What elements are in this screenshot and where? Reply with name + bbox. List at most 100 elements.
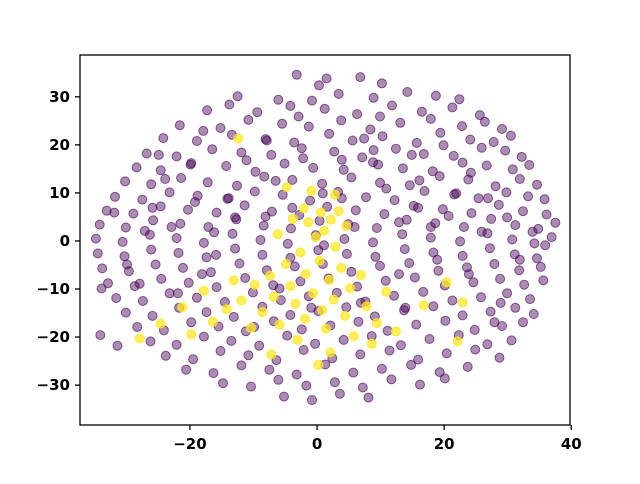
scatter-point-class-0 xyxy=(538,275,549,286)
scatter-point-class-0 xyxy=(243,114,254,125)
scatter-point-class-0 xyxy=(97,263,108,274)
scatter-point-class-0 xyxy=(171,233,182,244)
scatter-point-class-1 xyxy=(452,336,463,347)
scatter-point-class-0 xyxy=(402,87,413,97)
scatter-point-class-1 xyxy=(298,203,309,214)
scatter-point-class-0 xyxy=(435,127,446,138)
scatter-point-class-0 xyxy=(533,223,544,234)
scatter-point-class-0 xyxy=(282,330,293,341)
scatter-point-class-1 xyxy=(333,206,344,217)
scatter-point-class-0 xyxy=(234,258,245,269)
scatter-point-class-0 xyxy=(144,229,155,240)
scatter-point-class-0 xyxy=(291,369,302,380)
scatter-point-class-0 xyxy=(188,354,199,365)
scatter-point-class-0 xyxy=(306,302,317,313)
scatter-point-class-0 xyxy=(387,100,397,111)
scatter-point-class-0 xyxy=(519,279,530,290)
scatter-point-class-0 xyxy=(270,175,281,186)
scatter-point-class-0 xyxy=(198,331,209,342)
scatter-point-class-0 xyxy=(451,188,462,199)
scatter-point-class-0 xyxy=(346,172,357,183)
scatter-point-class-1 xyxy=(186,329,197,340)
scatter-point-class-0 xyxy=(502,288,513,299)
scatter-point-class-0 xyxy=(501,187,512,198)
scatter-point-class-0 xyxy=(171,151,182,162)
scatter-point-class-0 xyxy=(321,73,332,84)
scatter-point-class-0 xyxy=(317,178,328,189)
scatter-point-class-0 xyxy=(258,220,269,231)
scatter-point-class-0 xyxy=(112,340,123,351)
scatter-point-class-0 xyxy=(279,391,289,402)
scatter-point-class-0 xyxy=(495,273,506,284)
scatter-point-class-0 xyxy=(308,162,319,173)
scatter-point-class-0 xyxy=(202,105,213,116)
scatter-point-class-0 xyxy=(153,149,164,160)
scatter-point-class-0 xyxy=(381,183,392,194)
scatter-point-class-0 xyxy=(198,125,209,136)
scatter-point-class-1 xyxy=(303,217,314,228)
scatter-point-class-1 xyxy=(292,334,303,345)
scatter-point-class-0 xyxy=(274,283,285,294)
scatter-point-class-0 xyxy=(209,227,220,238)
scatter-point-class-1 xyxy=(319,225,329,236)
scatter-point-class-1 xyxy=(295,247,306,258)
scatter-point-class-0 xyxy=(506,335,517,346)
scatter-point-class-0 xyxy=(488,137,499,147)
x-tick-label: 40 xyxy=(561,435,582,453)
scatter-point-class-0 xyxy=(336,154,347,165)
scatter-point-class-0 xyxy=(232,91,243,102)
scatter-point-class-0 xyxy=(259,171,270,182)
scatter-point-class-0 xyxy=(183,204,193,215)
scatter-point-class-1 xyxy=(236,295,247,306)
scatter-point-class-0 xyxy=(349,222,360,232)
scatter-point-class-1 xyxy=(321,323,331,334)
scatter-point-class-0 xyxy=(207,144,218,155)
scatter-point-class-0 xyxy=(215,346,226,356)
scatter-point-class-0 xyxy=(425,232,436,243)
scatter-point-class-0 xyxy=(406,149,417,160)
scatter-point-class-0 xyxy=(298,153,309,164)
scatter-point-class-1 xyxy=(336,262,347,273)
scatter-point-class-0 xyxy=(441,348,452,359)
scatter-point-class-1 xyxy=(366,338,377,349)
scatter-point-class-0 xyxy=(466,208,477,219)
scatter-point-class-0 xyxy=(341,302,352,313)
scatter-point-class-0 xyxy=(495,297,506,308)
scatter-point-class-0 xyxy=(303,121,314,132)
scatter-point-class-0 xyxy=(317,188,328,199)
scatter-point-class-0 xyxy=(457,157,468,168)
scatter-point-class-0 xyxy=(482,339,493,350)
scatter-point-class-0 xyxy=(211,207,222,218)
scatter-point-class-0 xyxy=(338,334,349,345)
scatter-point-class-0 xyxy=(514,254,525,265)
scatter-point-class-0 xyxy=(166,222,177,232)
scatter-point-class-0 xyxy=(273,374,284,385)
scatter-point-class-0 xyxy=(376,363,387,374)
scatter-point-class-0 xyxy=(389,195,400,206)
scatter-point-class-0 xyxy=(430,90,441,101)
scatter-point-class-0 xyxy=(397,163,408,174)
scatter-point-class-1 xyxy=(325,347,336,358)
scatter-point-class-0 xyxy=(146,244,157,255)
scatter-point-class-0 xyxy=(418,286,429,297)
scatter-point-class-0 xyxy=(425,113,436,124)
scatter-point-class-0 xyxy=(507,164,518,175)
scatter-point-class-0 xyxy=(382,325,393,336)
scatter-point-class-0 xyxy=(243,350,254,361)
scatter-point-class-0 xyxy=(427,166,438,177)
scatter-point-class-0 xyxy=(155,201,166,212)
scatter-point-class-0 xyxy=(507,234,518,245)
scatter-point-class-0 xyxy=(400,302,411,313)
scatter-point-class-1 xyxy=(457,297,468,308)
scatter-point-class-0 xyxy=(128,208,139,219)
scatter-point-class-0 xyxy=(518,206,528,217)
scatter-point-class-0 xyxy=(399,244,410,255)
scatter-point-class-0 xyxy=(516,151,527,162)
scatter-point-class-0 xyxy=(147,310,158,321)
scatter-point-class-0 xyxy=(540,240,551,251)
scatter-point-class-0 xyxy=(322,201,333,212)
scatter-point-class-0 xyxy=(198,237,209,248)
scatter-point-class-0 xyxy=(440,315,451,326)
scatter-point-class-0 xyxy=(462,361,473,372)
scatter-point-class-0 xyxy=(211,282,222,293)
